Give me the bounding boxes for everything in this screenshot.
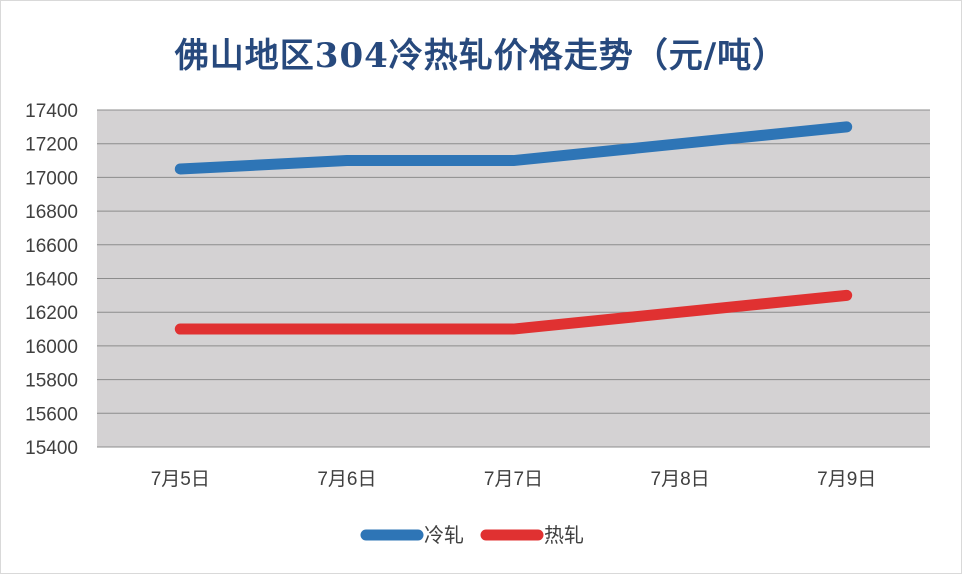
y-tick-label: 15800 bbox=[25, 371, 78, 392]
y-tick-label: 17000 bbox=[25, 168, 78, 189]
x-tick-label: 7月8日 bbox=[651, 469, 710, 490]
x-tick-label: 7月7日 bbox=[484, 469, 543, 490]
y-tick-label: 16200 bbox=[25, 303, 78, 324]
data-point bbox=[175, 163, 186, 174]
chart-title: 佛山地区304冷热轧价格走势（元/吨） bbox=[174, 36, 788, 76]
series-lines bbox=[174, 121, 853, 335]
x-tick-label: 7月6日 bbox=[317, 469, 376, 490]
y-tick-label: 16600 bbox=[25, 236, 78, 257]
y-tick-label: 15400 bbox=[25, 438, 78, 459]
data-point bbox=[341, 155, 352, 166]
data-point bbox=[841, 121, 852, 132]
data-point bbox=[675, 307, 686, 318]
y-tick-label: 16400 bbox=[25, 270, 78, 291]
y-tick-label: 16000 bbox=[25, 337, 78, 358]
legend: 冷轧 热轧 bbox=[360, 523, 584, 547]
legend-label: 热轧 bbox=[544, 523, 584, 547]
x-tick-label: 7月9日 bbox=[817, 469, 876, 490]
data-point bbox=[175, 324, 186, 335]
y-tick-label: 17200 bbox=[25, 135, 78, 156]
y-tick-label: 17400 bbox=[25, 101, 78, 122]
y-tick-label: 15600 bbox=[25, 404, 78, 425]
gridlines bbox=[97, 109, 930, 448]
data-point bbox=[341, 324, 352, 335]
y-axis-ticks: 15400 15600 15800 16000 16200 16400 16600 16800… bbox=[25, 101, 78, 459]
legend-label: 冷轧 bbox=[424, 523, 464, 547]
x-tick-label: 7月5日 bbox=[151, 469, 210, 490]
data-point bbox=[508, 155, 519, 166]
data-point bbox=[508, 324, 519, 335]
data-point bbox=[675, 138, 686, 149]
y-tick-label: 16800 bbox=[25, 202, 78, 223]
data-point bbox=[841, 290, 852, 301]
x-axis-ticks: 7月5日 7月6日 7月7日 7月8日 7月9日 bbox=[151, 469, 877, 490]
